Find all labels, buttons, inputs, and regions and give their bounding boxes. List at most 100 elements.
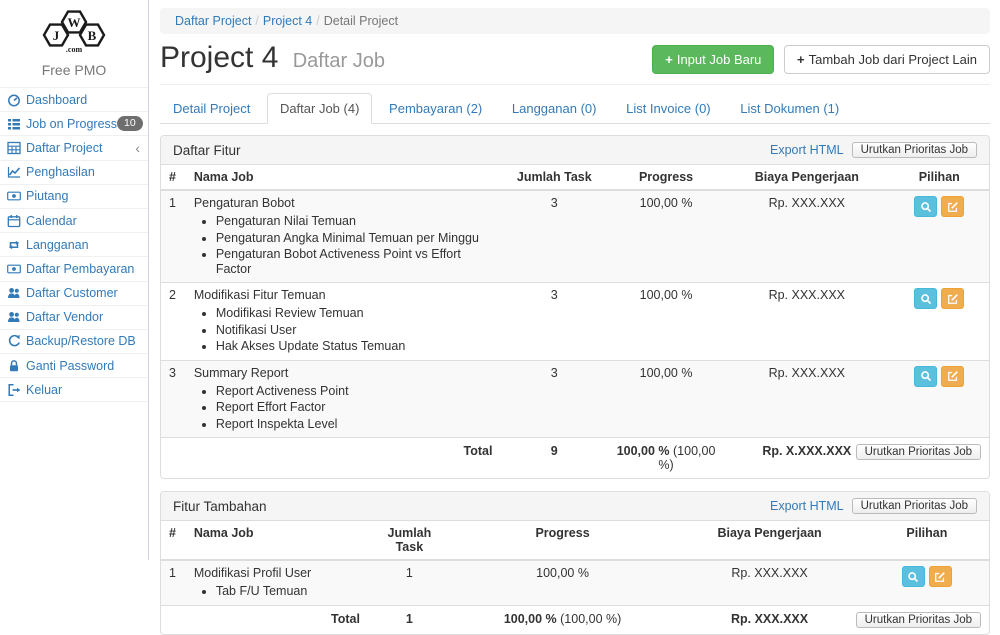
- urutkan-prioritas-job-button[interactable]: Urutkan Prioritas Job: [852, 142, 977, 158]
- export-html-link[interactable]: Export HTML: [770, 499, 844, 513]
- subtask-list: Tab F/U Temuan: [216, 584, 360, 599]
- total-row: Total 9 100,00 % (100,00 %) Rp. X.XXX.XX…: [161, 438, 989, 479]
- tab-list-dokumen[interactable]: List Dokumen (1): [727, 93, 852, 124]
- sidebar-item-label: Job on Progress: [26, 117, 117, 131]
- edit-job-button[interactable]: [929, 566, 952, 587]
- total-tasks: 9: [500, 438, 608, 479]
- export-html-link[interactable]: Export HTML: [770, 143, 844, 157]
- jwb-hexagon-logo-icon: W J B .com: [32, 7, 116, 55]
- sidebar-item-calendar[interactable]: Calendar: [0, 209, 148, 233]
- sidebar-item-piutang[interactable]: Piutang: [0, 185, 148, 209]
- sidebar-item-job-on-progress[interactable]: Job on Progress 10: [0, 112, 148, 136]
- refresh-icon: [7, 334, 21, 348]
- plus-icon: +: [665, 52, 673, 67]
- view-job-button[interactable]: [914, 196, 937, 217]
- urutkan-prioritas-job-button[interactable]: Urutkan Prioritas Job: [856, 444, 981, 460]
- tambah-job-dari-project-lain-button[interactable]: +Tambah Job dari Project Lain: [784, 45, 990, 74]
- progress-value: 100,00 %: [451, 560, 675, 605]
- total-label: Total: [186, 605, 368, 634]
- sidebar-item-langganan[interactable]: Langganan: [0, 233, 148, 257]
- table-row: 1 Modifikasi Profil User Tab F/U Temuan …: [161, 560, 989, 605]
- panel-heading: Daftar Fitur Export HTML Urutkan Priorit…: [161, 136, 989, 165]
- svg-text:B: B: [88, 28, 97, 43]
- subtask: Modifikasi Review Temuan: [216, 306, 493, 321]
- panel-heading: Fitur Tambahan Export HTML Urutkan Prior…: [161, 492, 989, 521]
- sidebar-item-daftar-pembayaran[interactable]: Daftar Pembayaran: [0, 257, 148, 281]
- view-job-button[interactable]: [914, 288, 937, 309]
- view-job-button[interactable]: [914, 366, 937, 387]
- table-icon: [7, 141, 21, 155]
- dashboard-icon: [7, 93, 21, 107]
- breadcrumb-project-4[interactable]: Project 4: [263, 14, 312, 28]
- edit-icon: [947, 293, 959, 305]
- page-title: Project 4 Daftar Job: [160, 41, 385, 78]
- tab-list-invoice[interactable]: List Invoice (0): [613, 93, 724, 124]
- total-cost: Rp. XXX.XXX: [674, 605, 864, 634]
- total-row: Total 1 100,00 % (100,00 %) Rp. XXX.XXX …: [161, 605, 989, 634]
- sidebar-item-daftar-project[interactable]: Daftar Project ‹: [0, 136, 148, 160]
- users-icon: [7, 310, 21, 324]
- tab-detail-project[interactable]: Detail Project: [160, 93, 263, 124]
- sidebar-item-label: Calendar: [26, 214, 77, 228]
- subtask-list: Modifikasi Review Temuan Notifikasi User…: [216, 306, 493, 354]
- job-name: Pengaturan Bobot: [194, 196, 493, 211]
- edit-icon: [934, 571, 946, 583]
- edit-icon: [947, 201, 959, 213]
- sidebar-item-daftar-vendor[interactable]: Daftar Vendor: [0, 306, 148, 330]
- subtask: Pengaturan Angka Minimal Temuan per Ming…: [216, 231, 493, 246]
- row-number: 1: [161, 190, 186, 283]
- sidebar-item-daftar-customer[interactable]: Daftar Customer: [0, 282, 148, 306]
- sidebar-item-penghasilan[interactable]: Penghasilan: [0, 161, 148, 185]
- subtask-list: Report Activeness Point Report Effort Fa…: [216, 384, 493, 432]
- tab-langganan[interactable]: Langganan (0): [499, 93, 610, 124]
- lock-icon: [7, 359, 21, 373]
- subtask: Tab F/U Temuan: [216, 584, 360, 599]
- sidebar-item-backup-restore-db[interactable]: Backup/Restore DB: [0, 330, 148, 354]
- search-icon: [907, 571, 919, 583]
- total-progress-alt: (100,00 %): [560, 612, 621, 626]
- sidebar-item-dashboard[interactable]: Dashboard: [0, 88, 148, 112]
- col-biaya-pengerjaan: Biaya Pengerjaan: [674, 521, 864, 560]
- subtask: Report Inspekta Level: [216, 417, 493, 432]
- svg-text:W: W: [68, 15, 81, 30]
- brand-logo: W J B .com: [0, 0, 148, 58]
- money-icon: [7, 262, 21, 276]
- tab-daftar-job[interactable]: Daftar Job (4): [267, 93, 372, 124]
- urutkan-prioritas-job-button[interactable]: Urutkan Prioritas Job: [856, 612, 981, 628]
- edit-icon: [947, 370, 959, 382]
- col-jumlah-task: Jumlah Task: [500, 165, 608, 190]
- table-row: 2 Modifikasi Fitur Temuan Modifikasi Rev…: [161, 283, 989, 361]
- search-icon: [920, 370, 932, 382]
- progress-value: 100,00 %: [608, 190, 724, 283]
- sidebar-item-ganti-password[interactable]: Ganti Password: [0, 354, 148, 378]
- header-buttons: +Input Job Baru +Tambah Job dari Project…: [652, 45, 990, 74]
- view-job-button[interactable]: [902, 566, 925, 587]
- sidebar: W J B .com Free PMO Dashboard Jo: [0, 0, 149, 560]
- edit-job-button[interactable]: [941, 288, 964, 309]
- col-jumlah-task: Jumlah Task: [368, 521, 451, 560]
- edit-job-button[interactable]: [941, 366, 964, 387]
- total-label: Total: [186, 438, 501, 479]
- table-row: 1 Pengaturan Bobot Pengaturan Nilai Temu…: [161, 190, 989, 283]
- biaya-value: Rp. XXX.XXX: [724, 283, 890, 361]
- edit-job-button[interactable]: [941, 196, 964, 217]
- table-header-row: # Nama Job Jumlah Task Progress Biaya Pe…: [161, 165, 989, 190]
- panel-title: Daftar Fitur: [173, 143, 241, 158]
- breadcrumb-daftar-project[interactable]: Daftar Project: [175, 14, 251, 28]
- input-job-baru-button[interactable]: +Input Job Baru: [652, 45, 774, 74]
- sidebar-item-keluar[interactable]: Keluar: [0, 378, 148, 402]
- task-list-icon: [7, 117, 21, 131]
- sidebar-item-label: Daftar Pembayaran: [26, 262, 134, 276]
- jumlah-task-value: 1: [368, 560, 451, 605]
- col-pilihan: Pilihan: [865, 521, 989, 560]
- tab-pembayaran[interactable]: Pembayaran (2): [376, 93, 495, 124]
- col-number: #: [161, 521, 186, 560]
- urutkan-prioritas-job-button[interactable]: Urutkan Prioritas Job: [852, 498, 977, 514]
- panel-daftar-fitur: Daftar Fitur Export HTML Urutkan Priorit…: [160, 135, 990, 479]
- col-biaya-pengerjaan: Biaya Pengerjaan: [724, 165, 890, 190]
- sidebar-menu: Dashboard Job on Progress 10 Daftar Pr: [0, 87, 148, 402]
- breadcrumb-separator: /: [255, 14, 258, 28]
- col-number: #: [161, 165, 186, 190]
- biaya-value: Rp. XXX.XXX: [674, 560, 864, 605]
- sign-out-icon: [7, 383, 21, 397]
